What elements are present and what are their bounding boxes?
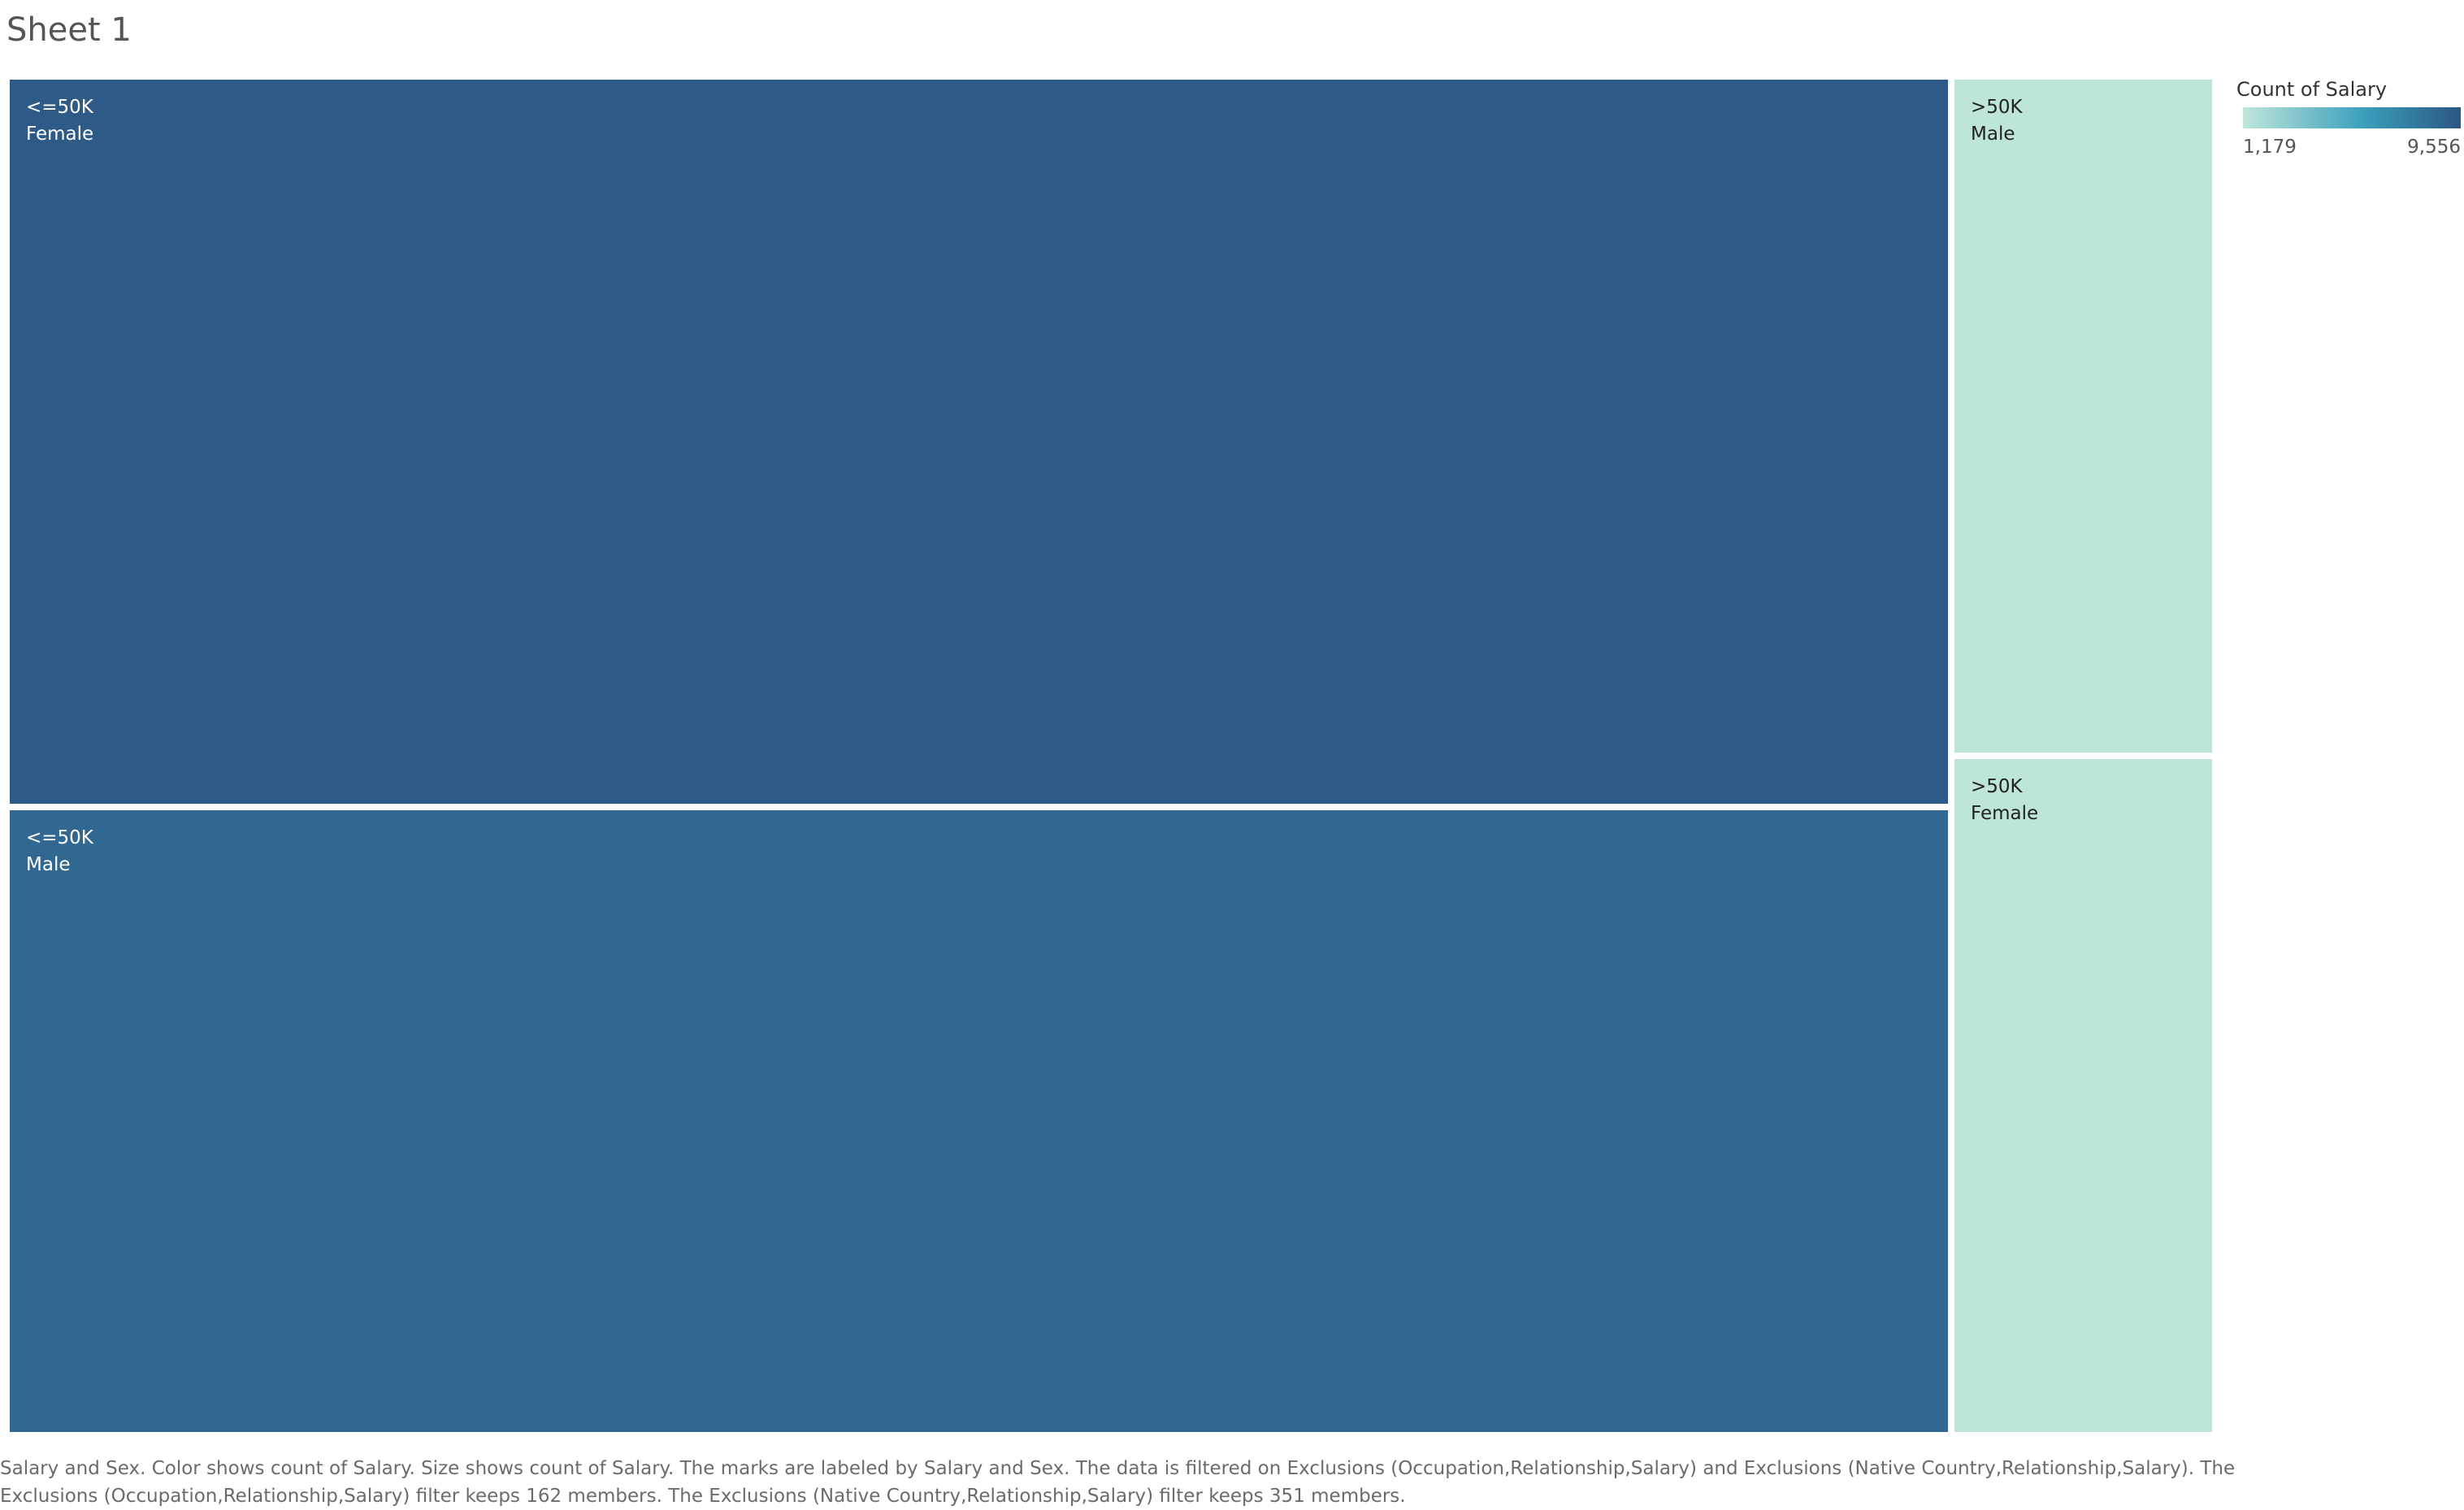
tile-label-sex: Female [1971, 803, 2039, 824]
chart-caption: Salary and Sex. Color shows count of Sal… [0, 1458, 2236, 1507]
legend-color-ramp [2243, 107, 2461, 128]
tile-label-sex: Male [26, 854, 71, 875]
sheet-title: Sheet 1 [7, 11, 132, 49]
legend-max-label: 9,556 [2407, 137, 2461, 158]
treemap-tile[interactable]: >50K Male [1954, 80, 2212, 753]
tile-label-salary: >50K [1971, 97, 2023, 118]
tile-label-salary: <=50K [26, 97, 93, 118]
tile-label: >50K Female [1971, 774, 2038, 827]
treemap-chart: <=50K Female <=50K Male >50K Male >50K Female [10, 80, 2212, 1432]
treemap-tile[interactable]: <=50K Male [10, 810, 1948, 1432]
treemap-tile[interactable]: >50K Female [1954, 759, 2212, 1432]
legend-min-label: 1,179 [2243, 137, 2297, 158]
legend-title: Count of Salary [2236, 78, 2388, 101]
tile-label-salary: >50K [1971, 776, 2023, 797]
tile-label: >50K Male [1971, 94, 2023, 148]
color-legend: Count of Salary 1,179 9,556 [2236, 78, 2461, 167]
treemap-tile[interactable]: <=50K Female [10, 80, 1948, 804]
tile-label: <=50K Female [26, 94, 93, 148]
tile-label: <=50K Male [26, 825, 93, 879]
tile-label-sex: Male [1971, 124, 2015, 145]
tile-label-sex: Female [26, 124, 94, 145]
tile-label-salary: <=50K [26, 827, 93, 848]
